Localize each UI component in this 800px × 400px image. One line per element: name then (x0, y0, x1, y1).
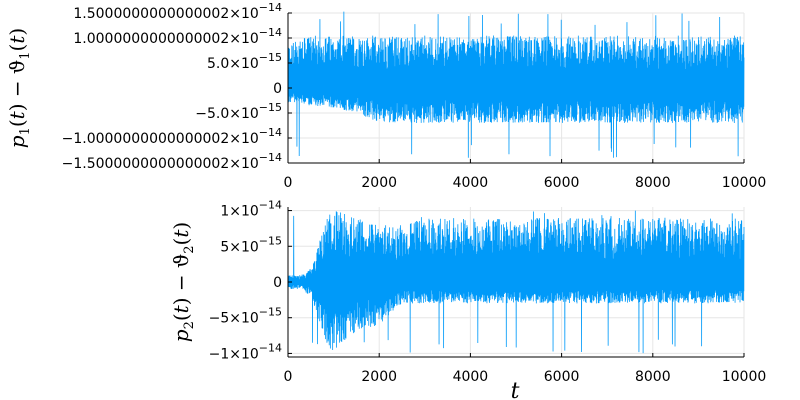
bottom-subplot: 0 2000 4000 6000 8000 10000 1×10−14 5×10−15 0 −5×… (169, 199, 766, 400)
top-subplot: 0 2000 4000 6000 8000 10000 1.5000000000000002… (5, 1, 766, 191)
x-tick-label: 10000 (722, 369, 767, 385)
bottom-axes (287, 207, 745, 358)
y-tick-label: 0 (273, 275, 282, 291)
bottom-tick-labels: 0 2000 4000 6000 8000 10000 1×10−14 5×10−15 0 −5×… (209, 199, 767, 385)
x-tick-label: 6000 (544, 175, 580, 191)
y-tick-label: 0 (273, 81, 282, 97)
y-tick-label: −1×10−14 (209, 341, 282, 362)
top-ylabel: p1(t) − ϑ1(t) (5, 28, 33, 148)
top-series (287, 11, 745, 158)
y-tick-label: 5×10−15 (220, 234, 282, 255)
top-tick-labels: 0 2000 4000 6000 8000 10000 1.5000000000000002… (62, 1, 767, 191)
top-axes (287, 12, 745, 164)
x-tick-label: 0 (284, 175, 293, 191)
x-tick-label: 4000 (453, 369, 489, 385)
y-tick-label: −5×10−15 (209, 306, 282, 327)
y-tick-label: 1.5000000000000002×10−14 (73, 1, 282, 22)
x-tick-label: 2000 (361, 369, 397, 385)
y-tick-label: 5.0×10−15 (207, 51, 282, 72)
series-line (287, 11, 745, 158)
y-tick-label: −1.0000000000000002×10−14 (62, 126, 282, 147)
bottom-series (287, 210, 745, 354)
bottom-ylabel: p2(t) − ϑ2(t) (169, 222, 197, 342)
x-tick-label: 2000 (361, 175, 397, 191)
x-tick-label: 6000 (544, 369, 580, 385)
x-tick-label: 8000 (635, 175, 671, 191)
y-tick-label: −1.5000000000000002×10−14 (62, 151, 282, 172)
bottom-xlabel: t (511, 379, 520, 400)
y-tick-label: −5.0×10−15 (195, 101, 282, 122)
x-tick-label: 10000 (722, 175, 767, 191)
series-line (287, 210, 745, 354)
y-tick-label: 1×10−14 (220, 199, 282, 220)
x-tick-label: 0 (284, 369, 293, 385)
x-tick-label: 4000 (453, 175, 489, 191)
x-tick-label: 8000 (635, 369, 671, 385)
y-tick-label: 1.0000000000000002×10−14 (73, 26, 282, 47)
